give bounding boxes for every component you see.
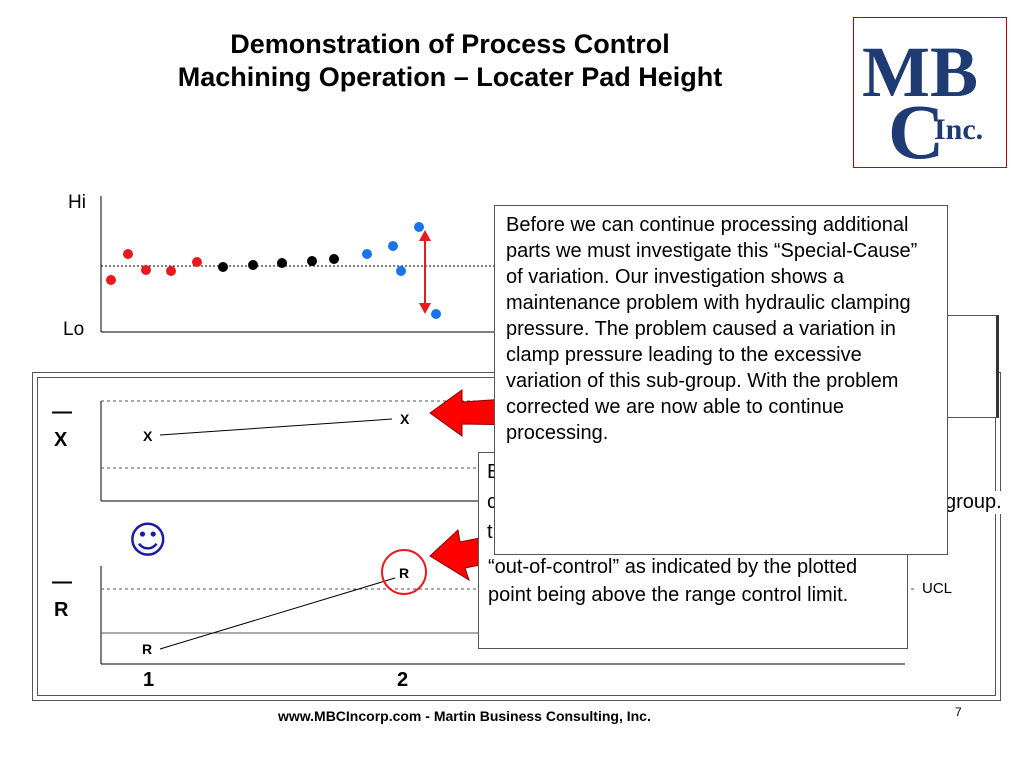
callout-fragment-c: c: [487, 491, 497, 513]
special-cause-callout: Before we can continue processing additi…: [494, 205, 948, 555]
slide-title: Demonstration of Process Control Machini…: [60, 28, 840, 94]
range-point-1: R: [142, 641, 153, 657]
slide-title-line1: Demonstration of Process Control: [230, 29, 670, 59]
mbc-logo: MB C Inc.: [853, 17, 1007, 175]
ucl-label: UCL: [922, 580, 953, 597]
callout-fragment-group: group.: [945, 491, 1002, 514]
range-axis-label: R: [54, 599, 69, 621]
logo-inc-text: Inc.: [934, 113, 983, 146]
slide-title-line2: Machining Operation – Locater Pad Height: [177, 62, 723, 92]
subgroup-2-label: 2: [397, 669, 409, 691]
range-point-2: R: [399, 565, 410, 581]
range-explanation-text: “out-of-control” as indicated by the plo…: [488, 556, 858, 606]
range-overbar: —: [52, 571, 72, 593]
special-cause-text: Before we can continue processing additi…: [506, 214, 918, 444]
run-point-blue: [414, 222, 424, 232]
page-number: 7: [955, 705, 962, 719]
run-point-blue: [388, 241, 398, 251]
run-point-black: [277, 258, 287, 268]
run-point-blue: [396, 266, 406, 276]
run-point-red: [192, 257, 202, 267]
mbc-logo-graphic: MB C Inc.: [862, 32, 983, 175]
run-point-black: [218, 262, 228, 272]
run-point-red: [106, 275, 116, 285]
xbar-point-1: X: [143, 428, 153, 444]
variation-double-arrow: [419, 230, 431, 314]
logo-mb-text: MB: [862, 32, 978, 112]
out-of-control-circle: [381, 549, 427, 595]
run-point-blue: [431, 309, 441, 319]
xbar-point-2: X: [400, 411, 410, 427]
run-point-black: [307, 256, 317, 266]
run-point-black: [329, 254, 339, 264]
logo-c-text: C: [888, 88, 944, 167]
run-point-red: [141, 265, 151, 275]
footer-text: www.MBCIncorp.com - Martin Business Cons…: [278, 708, 651, 724]
xbar-overbar: —: [52, 401, 72, 423]
run-point-black: [248, 260, 258, 270]
subgroup-1-label: 1: [143, 669, 155, 691]
range-connect-line: [159, 577, 396, 650]
run-point-red: [123, 249, 133, 259]
xbar-connect-line: [159, 418, 393, 436]
run-point-red: [166, 266, 176, 276]
callout-fragment-t: t: [487, 521, 493, 543]
smiley-icon: ☺: [128, 518, 168, 562]
hi-label: Hi: [68, 192, 86, 213]
xbar-axis-label: X: [54, 429, 68, 451]
run-point-blue: [362, 249, 372, 259]
lo-label: Lo: [63, 319, 85, 340]
